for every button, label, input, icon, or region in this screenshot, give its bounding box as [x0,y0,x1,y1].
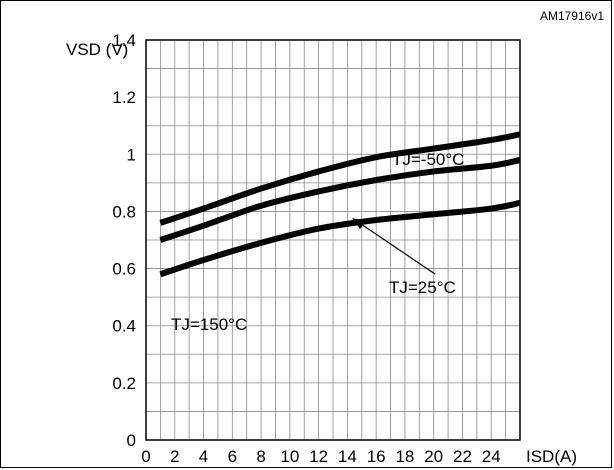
x-tick-label: 10 [280,447,299,466]
y-tick-label: 0.2 [112,374,136,393]
series-label-tj-minus50: TJ=-50°C [392,150,464,169]
plot-border [145,39,521,441]
y-axis-label: VSD (V) [66,40,128,59]
x-tick-label: 4 [199,447,208,466]
grid [146,40,520,440]
y-tick-label: 1.4 [112,31,136,50]
series-label-tj-25: TJ=25°C [389,278,456,297]
x-tick-label: 14 [338,447,357,466]
y-tick-label: 0.6 [112,260,136,279]
x-tick-label: 6 [228,447,237,466]
x-tick-label: 18 [395,447,414,466]
y-tick-label: 1.2 [112,88,136,107]
series-label-tj-150: TJ=150°C [171,315,247,334]
x-tick-label: 24 [482,447,501,466]
x-axis-label: ISD(A) [526,447,577,466]
tick-labels: 00.20.40.60.811.21.40 2 4 6 8 10 12 14 16 18 20 22 2… [112,31,500,466]
x-tick-label: 16 [367,447,386,466]
series-line-0 [159,131,521,226]
y-tick-label: 0.4 [112,317,136,336]
x-tick-label: 20 [424,447,443,466]
y-tick-label: 0 [127,431,136,450]
series-line-1 [159,157,521,243]
series-line-2 [159,199,521,278]
y-tick-label: 0.8 [112,202,136,221]
x-tick-label: 12 [309,447,328,466]
x-tick-label: 22 [453,447,472,466]
series-lines [159,131,521,278]
x-tick-label: 0 [141,447,150,466]
y-tick-label: 1 [127,145,136,164]
annotation-arrow [352,218,436,275]
figure-code: AM17916v1 [540,9,604,23]
x-tick-label: 8 [256,447,265,466]
x-tick-label: 2 [170,447,179,466]
